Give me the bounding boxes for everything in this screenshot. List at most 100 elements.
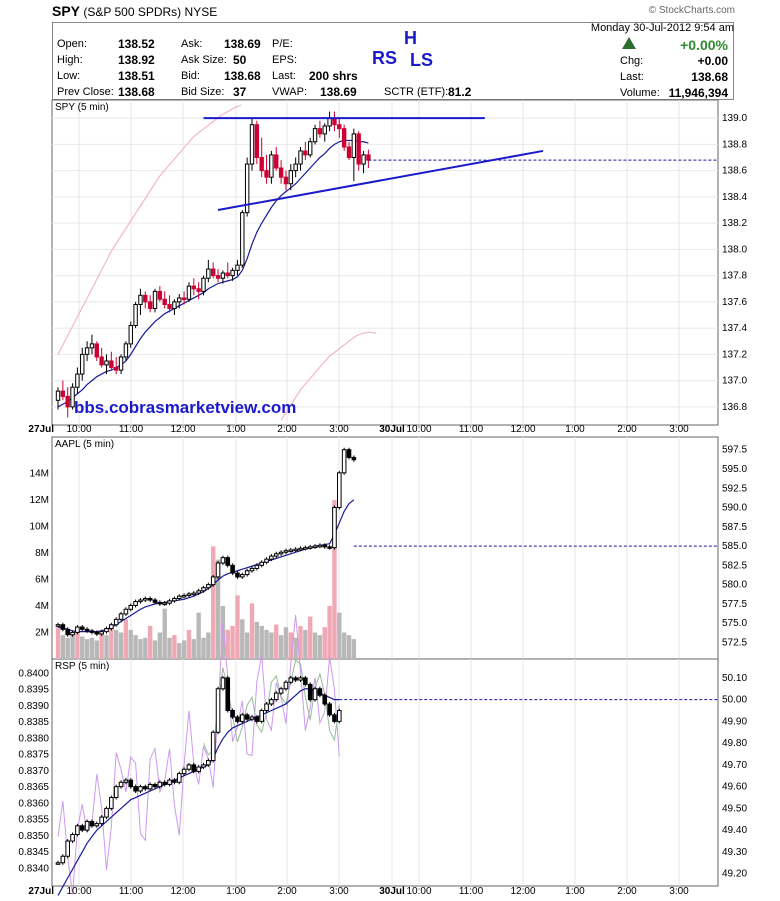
- aapl-volume-bar: [312, 632, 318, 659]
- last2-value: 138.68: [691, 70, 728, 84]
- aapl-y-tick-label: 582.5: [722, 560, 747, 571]
- spy-candle: [240, 212, 245, 266]
- aapl-y-tick-label: 592.5: [722, 483, 747, 494]
- rsp-x-tick-label: 3:00: [669, 886, 689, 897]
- low-value: 138.51: [118, 69, 155, 83]
- rsp-candle: [89, 820, 95, 827]
- rsp-y-tick-label: 49.40: [722, 825, 747, 836]
- spy-candle: [152, 290, 158, 309]
- datetime-label: Monday 30-Jul-2012 9:54 am: [590, 22, 734, 34]
- spy-candle: [118, 356, 124, 371]
- spy-candle: [254, 124, 260, 158]
- rsp-x-tick-label: 3:00: [329, 886, 349, 897]
- aapl-candle: [283, 550, 289, 553]
- low-label: Low:: [57, 70, 81, 82]
- aapl-candle: [65, 628, 71, 636]
- spy-candle: [244, 163, 250, 214]
- aapl-volume-bar: [55, 627, 61, 659]
- aapl-candle: [123, 608, 129, 615]
- aapl-volume-bar: [94, 640, 99, 659]
- aapl-candle: [70, 631, 75, 636]
- rsp-y-left-tick-label: 0.8380: [18, 733, 49, 744]
- aapl-volume-tick-label: 2M: [35, 628, 49, 639]
- rsp-x-tick-label: 11:00: [119, 886, 144, 897]
- aapl-candle: [118, 613, 124, 620]
- aapl-volume-tick-label: 4M: [35, 601, 49, 612]
- aapl-volume-bar: [288, 632, 293, 659]
- rsp-candle: [104, 807, 109, 818]
- rsp-y-tick-label: 49.90: [722, 716, 747, 727]
- spy-candle: [264, 170, 269, 178]
- aapl-candle: [240, 574, 245, 578]
- spy-x-tick-label: 1:00: [226, 424, 246, 435]
- spy-trendline-1: [217, 149, 544, 211]
- up-arrow-icon: [622, 37, 636, 49]
- aapl-candle: [278, 551, 284, 555]
- spy-candle: [230, 269, 235, 277]
- spy-candle: [361, 154, 366, 165]
- rsp-y-left-tick-label: 0.8385: [18, 717, 49, 728]
- spy-panel-title: SPY (5 min): [55, 102, 109, 113]
- spy-candle: [80, 353, 85, 375]
- prev-close-value: 138.68: [118, 85, 155, 99]
- chart-title: SPY (S&P 500 SPDRs) NYSE: [52, 3, 217, 19]
- spy-x-tick-label: 30Jul: [379, 424, 405, 435]
- eps-label: EPS:: [272, 54, 298, 66]
- rsp-y-tick-label: 49.20: [722, 869, 747, 880]
- rsp-candle: [303, 677, 308, 685]
- spy-candle: [220, 272, 226, 279]
- rsp-candle: [109, 797, 114, 809]
- spy-candle: [293, 163, 298, 172]
- aapl-volume-bar: [249, 603, 255, 659]
- aapl-candle: [249, 567, 255, 572]
- ask-size-label: Ask Size:: [181, 54, 227, 66]
- spy-candle: [147, 301, 153, 309]
- aapl-volume-bar: [201, 637, 206, 659]
- spy-y-tick-label: 137.6: [722, 297, 747, 308]
- aapl-candle: [337, 472, 342, 509]
- aapl-volume-bar: [104, 635, 109, 659]
- spy-candle: [143, 294, 148, 303]
- aapl-volume-bar: [75, 629, 80, 659]
- aapl-volume-bar: [60, 635, 66, 659]
- rsp-candle: [278, 688, 284, 694]
- spy-x-tick-label: 12:00: [170, 424, 195, 435]
- rsp-y-left-tick-label: 0.8350: [18, 831, 49, 842]
- rsp-candle: [264, 703, 269, 712]
- rsp-candle: [186, 764, 192, 770]
- spy-candle: [177, 297, 182, 303]
- rsp-candle: [249, 716, 255, 720]
- spy-candle: [114, 367, 119, 371]
- aapl-candle: [322, 544, 328, 548]
- rsp-candle: [298, 677, 303, 681]
- spy-candle: [162, 298, 167, 305]
- spy-x-tick-label: 2:00: [277, 424, 297, 435]
- rsp-candle: [317, 688, 323, 696]
- ask-size-value: 50: [233, 53, 247, 67]
- rsp-y-tick-label: 50.10: [722, 673, 747, 684]
- aapl-candle: [94, 631, 100, 635]
- spy-candle: [186, 285, 192, 300]
- aapl-volume-bar: [308, 616, 313, 659]
- aapl-volume-bar: [89, 637, 95, 659]
- aapl-y-tick-label: 572.5: [722, 637, 747, 648]
- rsp-y-tick-label: 49.80: [722, 738, 747, 749]
- ask-value: 138.69: [224, 37, 261, 51]
- spy-candle: [109, 360, 114, 368]
- aapl-volume-bar: [298, 625, 303, 659]
- aapl-volume-tick-label: 8M: [35, 548, 49, 559]
- aapl-candle: [293, 548, 298, 552]
- aapl-candle: [147, 597, 153, 601]
- aapl-candle: [143, 597, 148, 601]
- open-label: Open:: [57, 38, 87, 50]
- spy-candle: [337, 124, 342, 130]
- aapl-volume-bar: [293, 637, 298, 659]
- rsp-y-left-tick-label: 0.8390: [18, 701, 49, 712]
- aapl-candle: [220, 557, 226, 564]
- rsp-candle: [118, 781, 124, 788]
- rsp-candle: [75, 825, 80, 835]
- aapl-volume-bar: [157, 632, 163, 659]
- spy-y-tick-label: 137.8: [722, 271, 747, 282]
- aapl-candle: [303, 547, 308, 550]
- rsp-x-tick-label: 1:00: [565, 886, 585, 897]
